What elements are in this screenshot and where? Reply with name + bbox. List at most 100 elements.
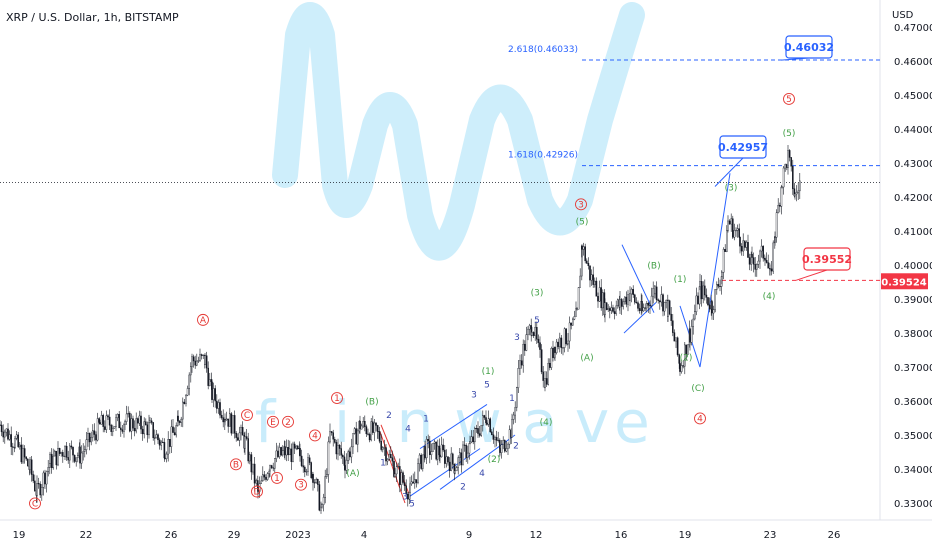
candle-body <box>52 455 54 469</box>
watermark-letter: a <box>522 388 558 456</box>
candle-body <box>676 337 679 355</box>
candle-body <box>70 445 73 448</box>
candle-body <box>560 337 563 349</box>
candle-body <box>756 264 758 270</box>
candle-body <box>399 466 401 485</box>
candle-body <box>512 414 515 420</box>
fib-level-label: 2.618(0.46033) <box>508 45 578 55</box>
candle-body <box>780 186 783 207</box>
candle-body <box>148 422 150 436</box>
candle-body <box>47 467 49 472</box>
price-axis[interactable]: 0.47000 0.46000 0.45000 0.44000 0.43000 0.420… <box>894 23 932 510</box>
candle-body <box>407 493 409 500</box>
candle-body <box>748 257 751 265</box>
candle-body <box>494 437 496 440</box>
candle-body <box>500 444 503 453</box>
candle-body <box>95 434 97 441</box>
candle-body <box>536 326 538 340</box>
candle-body <box>590 274 593 281</box>
wave-label-blue: 5 <box>409 499 415 509</box>
target-callout-text: 0.46032 <box>784 41 834 54</box>
candle-body <box>185 394 187 404</box>
candle-body <box>320 506 322 511</box>
candle-body <box>186 388 189 396</box>
candle-body <box>504 440 506 452</box>
wave-label-green: (3) <box>725 183 738 193</box>
candle-body <box>495 437 498 441</box>
candle-body <box>153 437 156 439</box>
candle-body <box>667 300 669 317</box>
candle-body <box>270 465 273 468</box>
candle-body <box>345 460 348 471</box>
candle-body <box>329 431 331 443</box>
candle-body <box>491 431 493 435</box>
candle-body <box>728 220 731 225</box>
candle-body <box>457 457 460 468</box>
candle-body <box>110 425 112 432</box>
candle-body <box>362 421 365 427</box>
candle-body <box>665 299 667 303</box>
time-axis[interactable]: 19 22 26 29 2023 4 9 12 16 19 23 26 <box>13 530 841 541</box>
candle-body <box>719 286 721 288</box>
candle-body <box>197 360 200 362</box>
candle-body <box>452 453 454 465</box>
candle-body <box>79 446 81 464</box>
candle-body <box>0 424 3 433</box>
candle-body <box>372 421 374 433</box>
candle-body <box>415 479 418 483</box>
candle-body <box>88 432 91 443</box>
candle-body <box>448 461 451 471</box>
price-tick-label: 0.35000 <box>894 431 932 442</box>
candle-body <box>420 454 423 469</box>
candle-body <box>305 471 308 473</box>
candle-body <box>67 457 69 461</box>
wave-label-green: (4) <box>540 418 553 428</box>
candle-body <box>409 483 411 493</box>
candle-body <box>317 479 319 485</box>
candle-body <box>207 367 210 386</box>
time-tick-label: 16 <box>615 530 628 541</box>
wave-label-circle <box>309 429 321 442</box>
candle-body <box>455 467 458 472</box>
wave-label-blue: 3 <box>514 333 520 343</box>
candle-body <box>605 302 608 310</box>
candle-body <box>549 363 551 368</box>
candle-body <box>308 457 311 463</box>
candle-body <box>772 242 774 272</box>
candle-body <box>797 190 799 193</box>
candle-body <box>2 431 4 438</box>
candle-body <box>275 450 278 459</box>
candle-body <box>357 430 359 445</box>
candle-body <box>652 287 654 297</box>
candle-body <box>568 322 571 342</box>
price-tag-box <box>881 273 928 290</box>
time-tick-label: 19 <box>679 530 692 541</box>
candle-body <box>367 433 369 435</box>
candle-body <box>497 439 500 441</box>
candle-body <box>17 434 20 447</box>
candle-body <box>268 470 271 474</box>
candle-body <box>140 415 142 430</box>
candle-body <box>45 471 48 485</box>
candle-body <box>697 295 699 305</box>
candle-body <box>586 260 588 264</box>
candle-body <box>654 286 656 295</box>
candle-body <box>528 325 531 330</box>
candle-body <box>460 452 463 466</box>
wave-label-circle <box>295 478 307 491</box>
candle-body <box>400 472 403 485</box>
candle-body <box>321 504 323 508</box>
candle-body <box>135 418 138 432</box>
candle-body <box>272 467 275 469</box>
candle-body <box>744 240 746 248</box>
price-callouts: 0.46032 0.42957 0.39552 0.39524 <box>714 35 928 290</box>
candle-body <box>295 445 298 449</box>
candle-body <box>44 472 46 485</box>
candle-body <box>632 289 634 296</box>
candle-body <box>29 459 31 470</box>
candle-body <box>132 418 134 429</box>
wave-label-blue: 5 <box>484 380 490 390</box>
candle-body <box>160 441 163 446</box>
price-tick-label: 0.40000 <box>894 261 932 272</box>
